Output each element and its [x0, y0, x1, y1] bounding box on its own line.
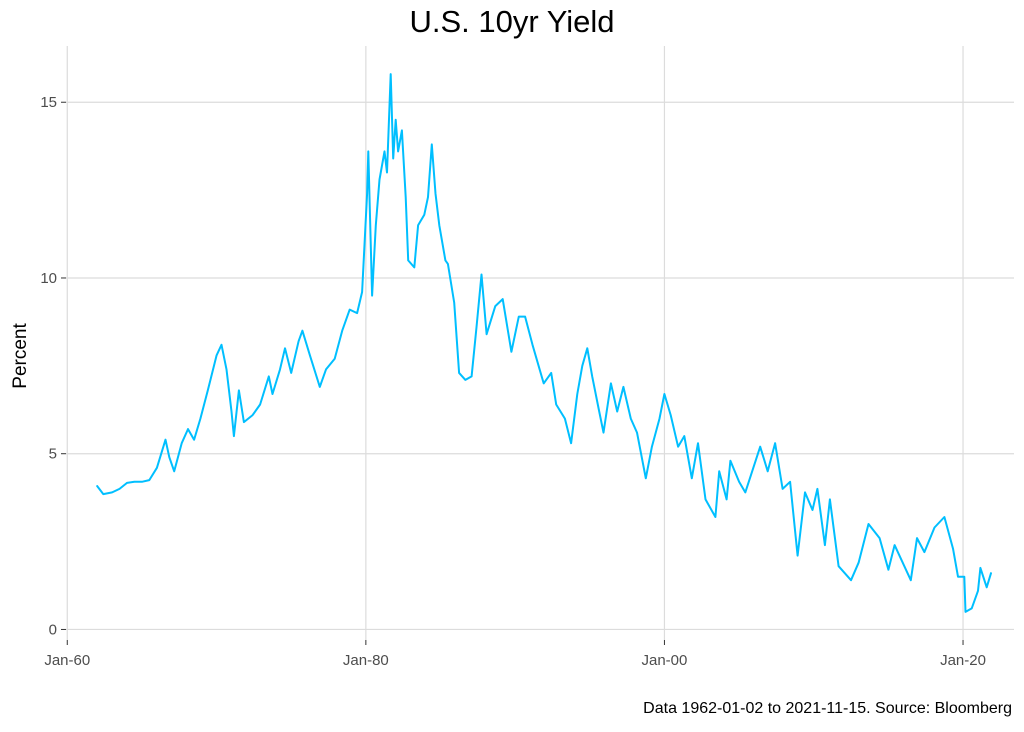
gridlines: [61, 46, 1014, 645]
x-tick-label: Jan-60: [44, 652, 90, 669]
tick-labels: 0 5 10 15 Jan-60 Jan-80 Jan-00 Jan-20: [40, 94, 986, 669]
x-tick-label: Jan-20: [940, 652, 986, 669]
y-tick-label: 10: [40, 270, 57, 287]
chart-caption: Data 1962-01-02 to 2021-11-15. Source: B…: [643, 700, 1012, 717]
y-tick-label: 5: [49, 446, 57, 463]
series-line-10yr-yield: [96, 73, 992, 613]
x-tick-label: Jan-00: [642, 652, 688, 669]
series-layer: [96, 73, 992, 613]
y-tick-label: 15: [40, 94, 57, 111]
chart-title: U.S. 10yr Yield: [409, 4, 615, 39]
x-tick-label: Jan-80: [343, 652, 389, 669]
y-axis-title: Percent: [10, 323, 31, 389]
y-tick-label: 0: [49, 621, 57, 638]
